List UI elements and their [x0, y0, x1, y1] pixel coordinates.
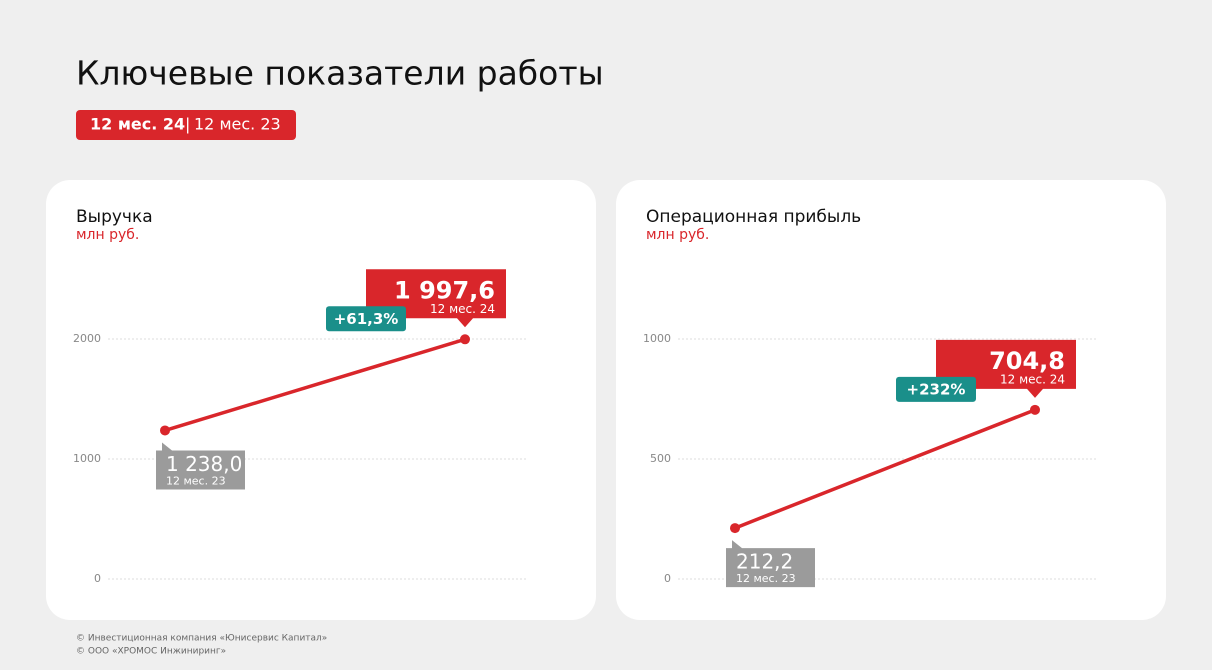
- category-label: 12 мес. 24: [1000, 372, 1065, 386]
- chart-title: Выручка: [76, 207, 153, 227]
- panel: [46, 180, 596, 620]
- chart-title: Операционная прибыль: [646, 207, 861, 227]
- data-point: [730, 523, 740, 534]
- callout-box: [726, 540, 815, 588]
- footer-note: © Инвестиционная компания «Юнисервис Кап…: [76, 634, 327, 644]
- y-tick-label: 1000: [73, 452, 101, 465]
- callout-box: [156, 442, 245, 490]
- chart-subtitle: млн руб.: [646, 227, 709, 243]
- value-label: 212,2: [736, 550, 793, 574]
- badge-current: 12 мес. 24: [90, 115, 185, 134]
- period-badge: [76, 110, 296, 140]
- page-title: Ключевые показатели работы: [76, 54, 604, 93]
- y-tick-label: 1000: [643, 332, 671, 345]
- data-point: [460, 334, 470, 345]
- y-tick-label: 0: [664, 572, 671, 585]
- value-label: 704,8: [989, 347, 1065, 375]
- y-tick-label: 500: [650, 452, 671, 465]
- y-tick-label: 2000: [73, 332, 101, 345]
- series-line: [734, 408, 1036, 530]
- series-line: [164, 337, 466, 433]
- change-badge: [326, 306, 406, 332]
- change-badge: [896, 376, 976, 402]
- category-label: 12 мес. 24: [430, 302, 495, 316]
- category-label: 12 мес. 23: [736, 572, 796, 585]
- change-label: +232%: [907, 380, 966, 398]
- footer-note: © ООО «ХРОМОС Инжиниринг»: [76, 647, 226, 657]
- panel: [616, 180, 1166, 620]
- value-label: 1 238,0: [166, 452, 242, 476]
- change-label: +61,3%: [334, 310, 399, 328]
- category-label: 12 мес. 23: [166, 474, 226, 487]
- value-label: 1 997,6: [394, 276, 495, 304]
- chart-subtitle: млн руб.: [76, 227, 139, 243]
- data-point: [160, 425, 170, 436]
- y-tick-label: 0: [94, 572, 101, 585]
- badge-separator: |: [185, 115, 190, 134]
- data-point: [1030, 404, 1040, 415]
- badge-previous: 12 мес. 23: [194, 115, 281, 134]
